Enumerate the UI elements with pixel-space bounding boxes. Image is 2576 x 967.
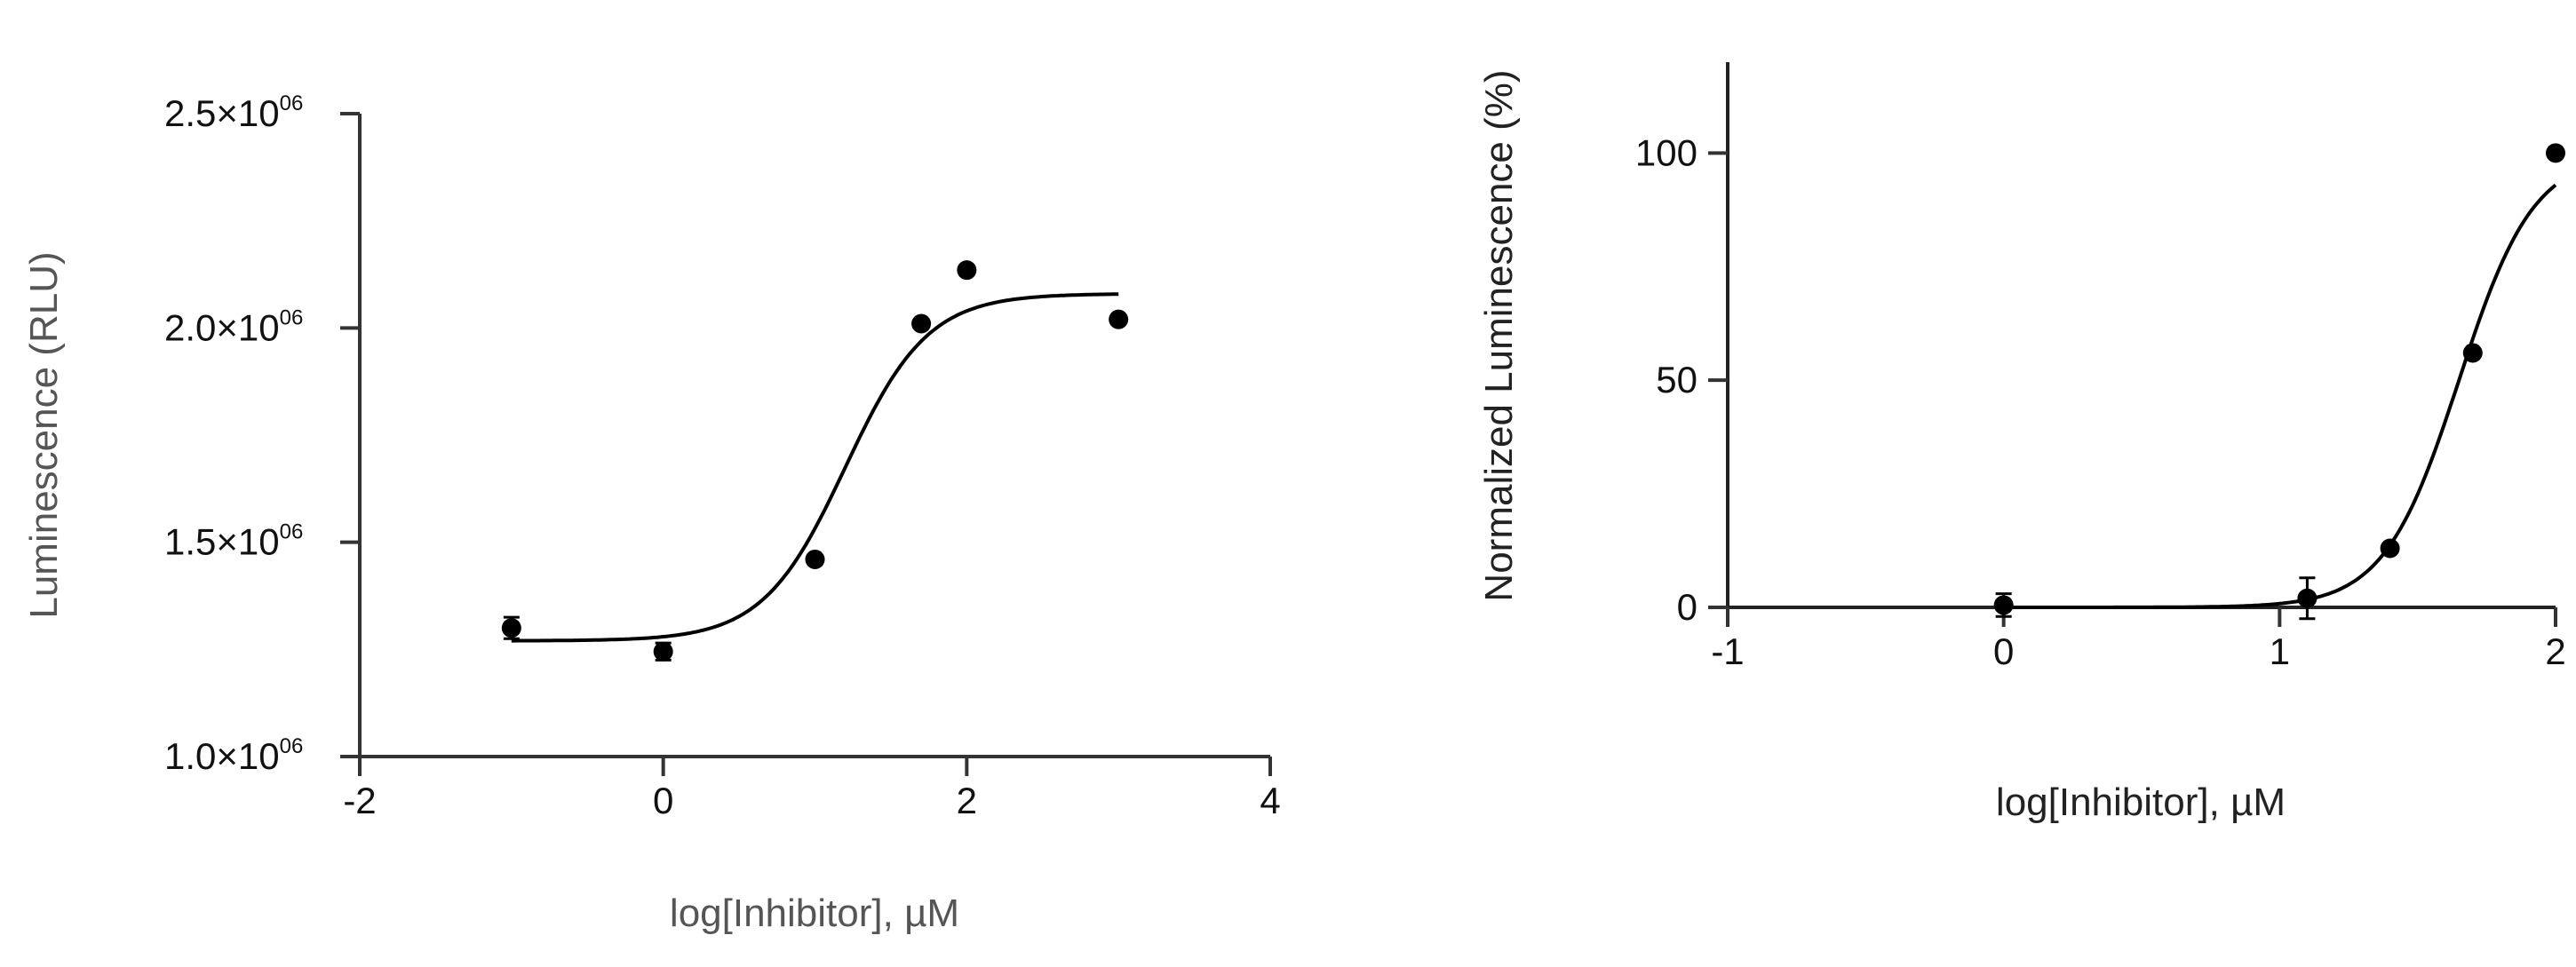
x-tick-label: 0	[1993, 630, 2014, 672]
tick-group: -1 0 1 2 0 50 100	[1635, 131, 2566, 672]
x-tick-label: 1	[2270, 630, 2290, 672]
data-point	[957, 260, 977, 281]
chart-luminescence-rlu: -2 0 2 4 1.0×1006 1.5×1006 2.0×1006 2.5×1006 lo…	[22, 91, 1281, 935]
data-point	[805, 549, 825, 569]
data-point	[2546, 143, 2565, 163]
y-tick-label: 1.0×1006	[164, 734, 303, 777]
x-tick-label: 2	[2545, 630, 2565, 672]
y-tick-label: 0	[1677, 586, 1697, 628]
y-tick-label: 50	[1656, 359, 1697, 400]
data-points	[1993, 143, 2565, 621]
fit-curve	[2003, 183, 2557, 609]
y-tick-label: 2.0×1006	[164, 305, 303, 348]
data-point	[911, 313, 932, 334]
fit-curve	[511, 292, 1119, 643]
y-axis-title: Normalized Luminescence (%)	[1477, 69, 1521, 601]
chart-normalized-luminescence: -1 0 1 2 0 50 100 log[Inhibitor], µM Normalize…	[1477, 62, 2566, 824]
y-tick-label: 1.5×1006	[164, 520, 303, 563]
data-point	[2380, 538, 2400, 559]
data-point	[1109, 309, 1129, 329]
data-point	[2462, 343, 2483, 363]
y-tick-label: 2.5×1006	[164, 91, 303, 134]
x-axis-title: log[Inhibitor], µM	[1996, 781, 2286, 824]
data-point	[501, 618, 521, 638]
data-point	[1993, 595, 2014, 615]
x-tick-label: 2	[957, 780, 977, 821]
data-point	[2297, 588, 2318, 608]
x-tick-label: 0	[653, 780, 673, 821]
y-tick-label: 100	[1635, 131, 1697, 173]
x-axis-title: log[Inhibitor], µM	[670, 892, 959, 935]
tick-group: -2 0 2 4 1.0×1006 1.5×1006 2.0×1006 2.5×1006	[164, 91, 1281, 821]
data-point	[653, 641, 673, 662]
x-tick-label: -2	[343, 780, 376, 821]
data-points	[501, 260, 1129, 662]
x-tick-label: -1	[1711, 630, 1744, 672]
y-axis-title: Luminescence (RLU)	[22, 251, 66, 618]
x-tick-label: 4	[1260, 780, 1280, 821]
